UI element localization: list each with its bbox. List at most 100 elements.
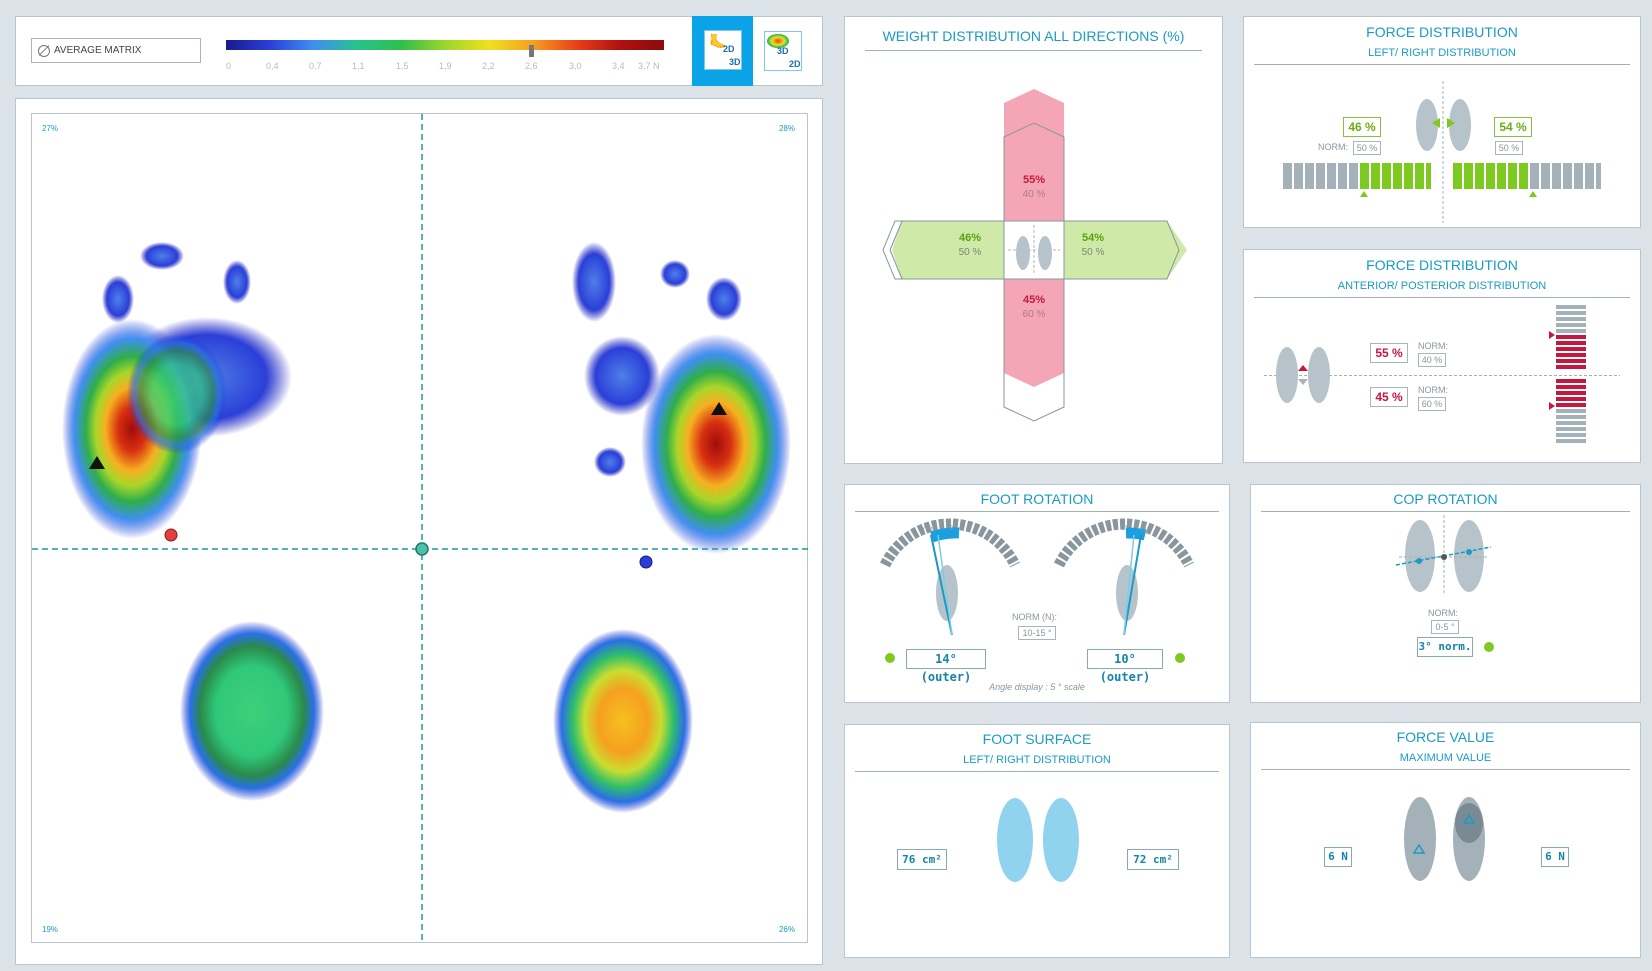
right-gauge-active [1125,527,1147,541]
posterior-bar-gauge [1556,379,1586,445]
right-cop-marker [639,555,653,569]
left-cop-marker [164,528,178,542]
title-rule [865,50,1202,51]
left-foot-icon [1404,797,1436,881]
scale-tick: 3,7 N [638,61,660,71]
left-needle [930,534,953,636]
midline [1264,375,1620,376]
posterior-norm-value: 60 % [1418,397,1446,411]
pressure-map-panel: 27% 28% 19% 26% [15,98,823,965]
heat-blob [553,629,693,813]
scale-tick: 3,0 [569,61,582,71]
front-norm: 40 % [1022,189,1046,200]
cop-rotation-panel: COP ROTATION NORM: 0-5 ° 3° norm. [1250,484,1641,703]
label-3d: 3D [729,57,741,67]
scale-marker[interactable] [529,45,534,57]
front-arm-outline [1003,122,1065,222]
pressure-heatmap [32,114,809,944]
right-cop-point [1466,549,1472,555]
toolbar-panel: AVERAGE MATRIX 0 0,4 0,7 1,1 1,5 1,9 2,2… [15,16,823,86]
left-rotation-value: 14° (outer) [906,649,986,684]
right-bar-gauge [1453,163,1601,189]
left-norm-marker [1360,191,1368,197]
right-rotation-value: 10° (outer) [1087,649,1163,684]
heat-blob [660,260,690,288]
left-gauge-arc [880,518,1020,568]
foot-surface-title: FOOT SURFACE [982,731,1092,747]
front-arm [1004,89,1064,221]
force-value-title: FORCE VALUE [1396,729,1495,745]
foot-pair-icon [1404,797,1485,881]
left-foot-icon [1276,347,1298,403]
back-value: 45% [1022,294,1046,306]
heat-blob [641,334,791,554]
center-cop-point [1441,554,1447,560]
norm-value: 10-15 ° [1018,626,1056,640]
down-arrow-icon [1298,379,1308,385]
cop-rotation-value: 3° norm. [1417,637,1473,657]
force-value-subtitle: MAXIMUM VALUE [1399,752,1492,764]
posterior-norm-marker [1549,402,1555,410]
label-3d: 3D [777,46,789,56]
right-arrow-icon [1447,118,1455,128]
scale-tick: 3,4 [612,61,625,71]
cop-rotation-title: COP ROTATION [1393,491,1498,507]
right-force-value: 54 % [1494,117,1532,137]
left-gauge-active [930,527,960,543]
left-arm [892,221,1004,279]
foot-2d-3d-icon: 🦶 2D 3D [704,30,742,70]
left-max-marker [1412,843,1426,854]
heat-blob [180,621,324,801]
rotation-gauges [880,518,1194,663]
left-foot-icon [936,565,958,621]
force-lr-subtitle: LEFT/ RIGHT DISTRIBUTION [1368,47,1516,59]
left-needle-ref [937,534,953,636]
heat-blob [594,447,626,477]
scale-ticks: 0 0,4 0,7 1,1 1,5 1,9 2,2 2,6 3,0 3,4 3,… [226,61,666,75]
right-value: 54% [1081,232,1105,244]
norm-label: NORM: [1428,608,1458,618]
right-foot-icon [1038,236,1052,270]
foot-rotation-title: FOOT ROTATION [980,491,1094,507]
scale-tick: 2,6 [525,61,538,71]
cop-diagram [1395,515,1494,652]
label-2d: 2D [723,44,735,54]
foot-surface-panel: FOOT SURFACE LEFT/ RIGHT DISTRIBUTION 76… [844,724,1230,958]
scale-tick: 1,9 [439,61,452,71]
posterior-norm-label: NORM: [1418,385,1448,395]
pressure-map-canvas[interactable]: 27% 28% 19% 26% [31,113,809,944]
average-matrix-label: AVERAGE MATRIX [54,45,142,56]
heat-blob [140,242,184,270]
left-bar-gauge [1283,163,1431,189]
right-foot-icon [1449,99,1471,151]
left-norm: 50 % [958,247,982,258]
scale-tick: 0 [226,61,232,71]
view-2d-3d-button[interactable]: 🦶 2D 3D [692,16,753,86]
scale-tick: 2,2 [482,61,495,71]
right-norm-value: 50 % [1495,141,1523,155]
left-foot-icon [997,798,1033,882]
anterior-norm-value: 40 % [1418,353,1446,367]
weight-distribution-title: WEIGHT DISTRIBUTION ALL DIRECTIONS (%) [882,28,1185,44]
left-status-dot [885,653,895,663]
average-matrix-select[interactable]: AVERAGE MATRIX [31,38,201,63]
scale-tick: 0,4 [266,61,279,71]
scale-tick: 1,1 [352,61,365,71]
left-foot-icon [1416,99,1438,151]
force-lr-panel: FORCE DISTRIBUTION LEFT/ RIGHT DISTRIBUT… [1243,16,1641,228]
scale-tick: 0,7 [309,61,322,71]
right-arm [1064,221,1187,279]
norm-value: 0-5 ° [1431,620,1459,634]
title-rule [1254,297,1630,298]
norm-label: NORM (N): [1012,612,1057,622]
left-surface-value: 76 cm² [897,849,947,870]
view-3d-2d-button[interactable]: 3D 2D [760,29,810,75]
right-foot-icon [1454,520,1484,592]
left-value: 46% [958,232,982,244]
anterior-norm-marker [1549,331,1555,339]
right-needle-ref [1123,534,1135,636]
title-rule [855,771,1219,772]
norm-label: NORM: [1318,142,1348,152]
anterior-bar-gauge [1556,305,1586,371]
angle-display-note: Angle display : 5 ° scale [989,682,1085,692]
